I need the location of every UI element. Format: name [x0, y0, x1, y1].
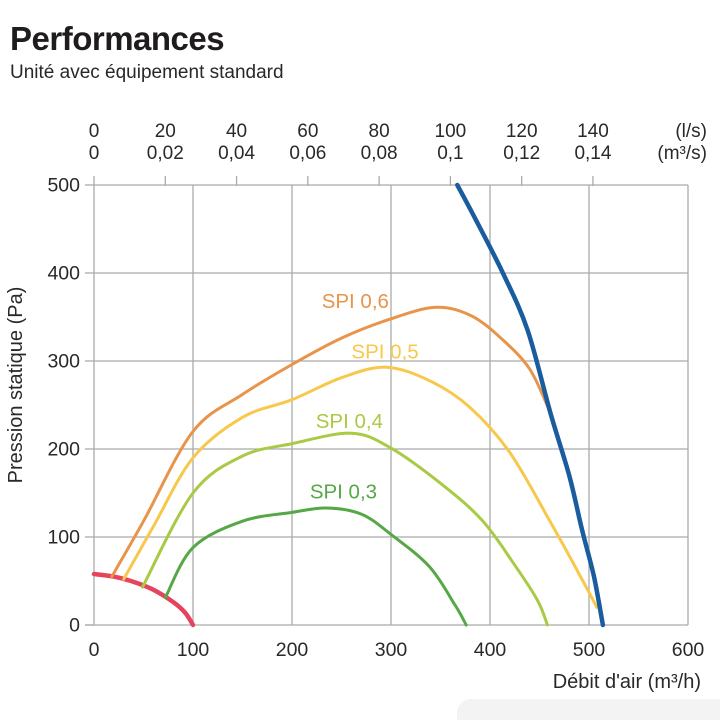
- x-axis-title: Débit d'air (m³/h): [553, 671, 701, 693]
- y-axis-tick-label: 300: [47, 351, 80, 373]
- top-axis-label: 120: [506, 121, 538, 142]
- top-axis-unit: (l/s): [675, 121, 707, 142]
- top-axis-label: 80: [369, 121, 390, 142]
- top-axis-label: 0,12: [503, 143, 540, 164]
- curve-spi-0-3: [163, 506, 468, 627]
- page-subtitle: Unité avec équipement standard: [10, 61, 284, 83]
- y-axis-tick-label: 400: [47, 263, 80, 285]
- x-axis-tick-label: 100: [177, 639, 210, 661]
- x-axis-tick-label: 400: [474, 639, 507, 661]
- next-section-panel-edge: [457, 699, 720, 720]
- top-axis-label: 0: [89, 143, 100, 164]
- curve-spi-0-5: [122, 365, 599, 609]
- x-axis-tick-label: 600: [672, 639, 705, 661]
- top-axis-label: 0,1: [437, 143, 463, 164]
- y-axis-tick-label: 500: [47, 175, 80, 197]
- curve-label-spi-0-4: SPI 0,4: [316, 410, 383, 433]
- top-axis-label: 60: [297, 121, 318, 142]
- y-axis-title: Pression statique (Pa): [5, 287, 27, 484]
- top-axis-label: 0,06: [289, 143, 326, 164]
- top-axis-label: 0,14: [574, 143, 611, 164]
- top-axis-label: 40: [226, 121, 247, 142]
- curve-label-spi-0-3: SPI 0,3: [310, 480, 377, 503]
- x-axis-tick-label: 500: [573, 639, 606, 661]
- y-axis-tick-label: 100: [47, 527, 80, 549]
- top-axis-label: 140: [577, 121, 609, 142]
- curve-min-operating-limit: [91, 571, 196, 628]
- top-axis-unit: (m³/s): [657, 143, 707, 164]
- top-axis-label: 0,08: [361, 143, 398, 164]
- curve-label-spi-0-6: SPI 0,6: [322, 290, 389, 313]
- page-title: Performances: [10, 20, 225, 57]
- top-axis-label: 0: [89, 121, 100, 142]
- x-axis-tick-label: 300: [375, 639, 408, 661]
- curve-label-spi-0-5: SPI 0,5: [351, 340, 418, 363]
- top-axis-label: 0,04: [218, 143, 255, 164]
- top-axis-label: 20: [155, 121, 176, 142]
- chart-header: Performances Unité avec équipement stand…: [10, 20, 284, 84]
- y-axis-tick-label: 200: [47, 439, 80, 461]
- curve-max-speed-limit: [455, 182, 606, 628]
- curve-spi-0-4: [141, 431, 549, 627]
- top-axis-label: 100: [435, 121, 467, 142]
- top-axis-label: 0,02: [147, 143, 184, 164]
- x-axis-tick-label: 200: [276, 639, 309, 661]
- curve-spi-0-6: [110, 305, 552, 579]
- y-axis-tick-label: 0: [69, 615, 80, 637]
- x-axis-tick-label: 0: [89, 639, 100, 661]
